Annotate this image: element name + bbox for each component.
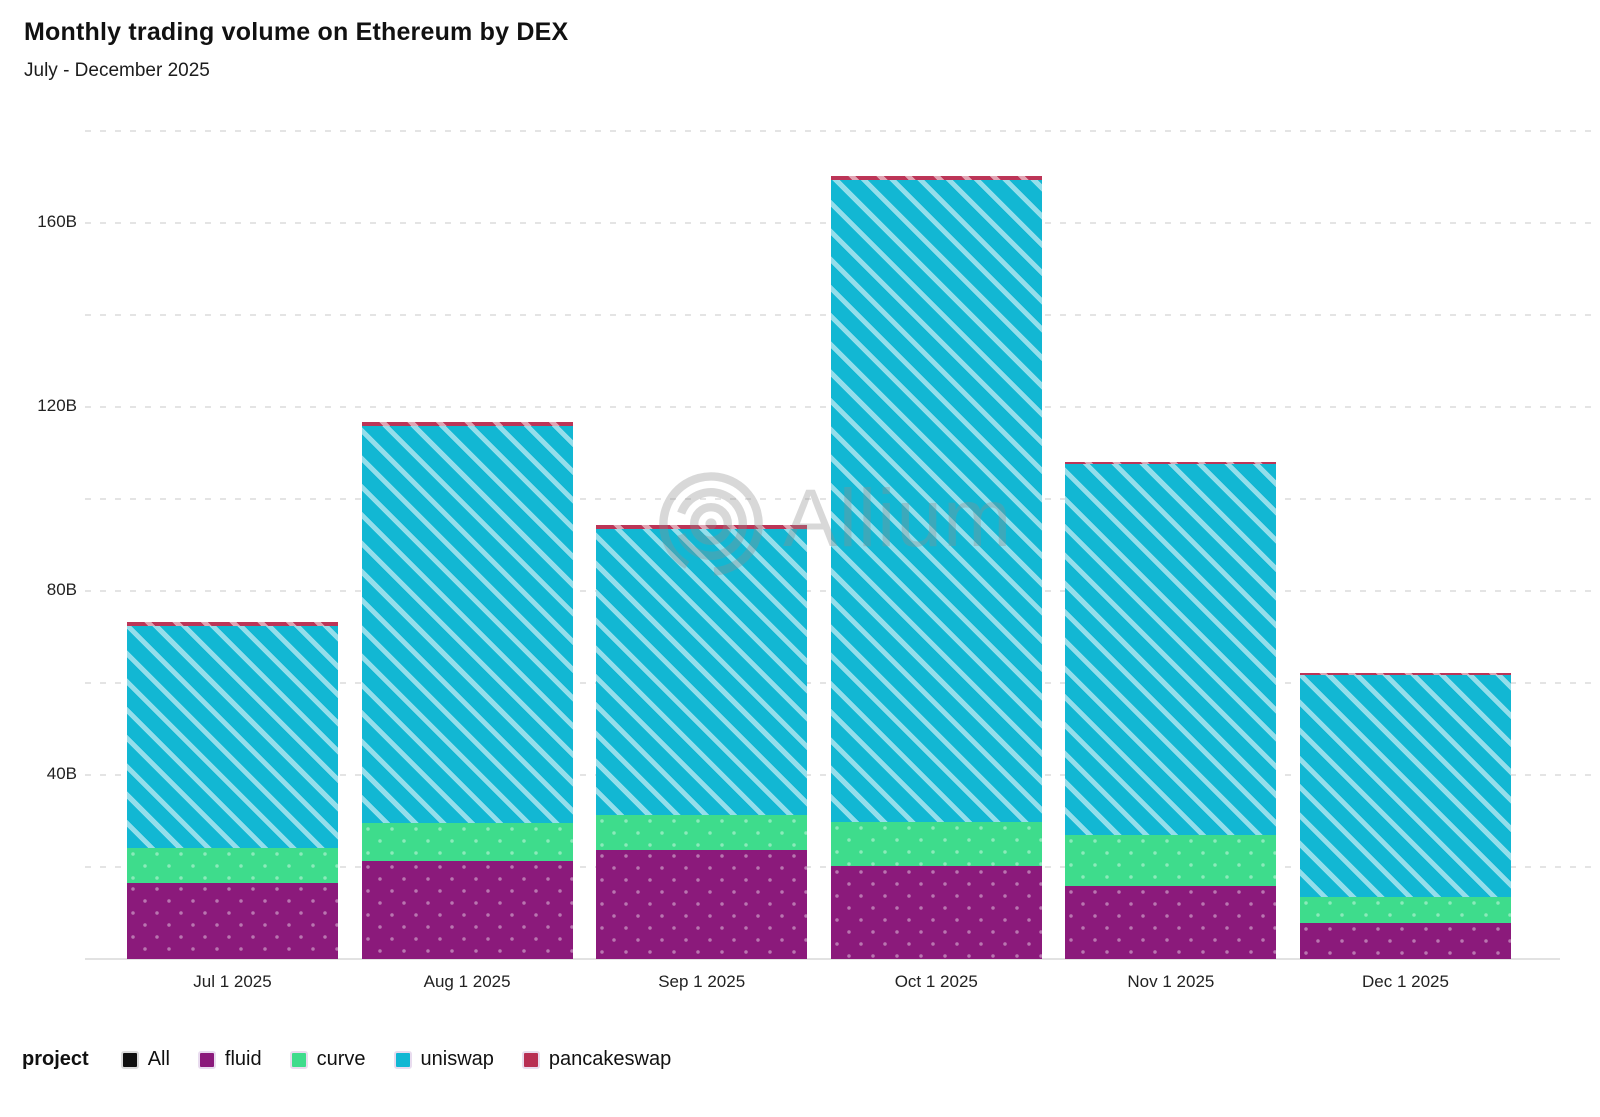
bar-nov-1-2025[interactable] — [1065, 461, 1277, 959]
bar-jul-1-2025[interactable] — [127, 621, 338, 959]
x-axis-line — [85, 958, 1560, 960]
bar-sep-1-2025[interactable] — [596, 525, 808, 959]
legend-item-fluid[interactable]: fluid — [197, 1048, 262, 1071]
bar-segment-fluid[interactable] — [596, 850, 808, 959]
bar-segment-fluid[interactable] — [1065, 886, 1277, 959]
legend-swatch-fluid — [197, 1050, 216, 1069]
bar-segment-pancakeswap[interactable] — [1065, 461, 1277, 464]
y-axis-label: 40B — [46, 764, 77, 783]
x-axis-label: Nov 1 2025 — [1127, 972, 1215, 991]
bar-segment-curve[interactable] — [830, 822, 1042, 867]
legend-swatch-all — [120, 1050, 139, 1069]
legend-swatch-curve — [289, 1050, 308, 1069]
bar-segment-fluid[interactable] — [127, 883, 338, 959]
legend-item-pancakeswap[interactable]: pancakeswap — [521, 1048, 672, 1071]
legend-item-all[interactable]: All — [120, 1048, 170, 1071]
legend-label: fluid — [224, 1048, 262, 1070]
y-axis-label: 160B — [37, 212, 77, 231]
bar-oct-1-2025[interactable] — [830, 176, 1042, 959]
bar-segment-uniswap[interactable] — [830, 180, 1042, 823]
bar-segment-fluid[interactable] — [361, 861, 573, 959]
bar-segment-curve[interactable] — [361, 823, 573, 862]
legend-label: uniswap — [420, 1048, 494, 1070]
legend-label: curve — [316, 1048, 366, 1070]
legend-title: project — [22, 1048, 89, 1070]
x-axis-label: Aug 1 2025 — [423, 972, 511, 991]
bar-segment-uniswap[interactable] — [361, 426, 573, 824]
bar-aug-1-2025[interactable] — [361, 422, 573, 959]
bar-segment-pancakeswap[interactable] — [830, 176, 1042, 181]
bar-segment-pancakeswap[interactable] — [596, 525, 808, 529]
bar-segment-curve[interactable] — [1300, 897, 1511, 924]
x-axis-label: Dec 1 2025 — [1362, 972, 1449, 991]
legend-item-curve[interactable]: curve — [289, 1048, 366, 1071]
bar-dec-1-2025[interactable] — [1300, 673, 1511, 959]
bar-segment-pancakeswap[interactable] — [127, 621, 338, 626]
legend-swatch-uniswap — [393, 1050, 412, 1069]
bar-segment-uniswap[interactable] — [1300, 675, 1511, 898]
bar-segment-fluid[interactable] — [1300, 923, 1511, 959]
legend-item-uniswap[interactable]: uniswap — [393, 1048, 494, 1071]
legend-swatch-pancakeswap — [521, 1050, 540, 1069]
bar-segment-curve[interactable] — [1065, 835, 1277, 887]
x-axis-label: Oct 1 2025 — [894, 972, 978, 991]
legend-label: pancakeswap — [548, 1048, 672, 1070]
x-axis-label: Sep 1 2025 — [658, 972, 746, 991]
plot-area: 40B 80B 120B 160B Jul 1 2025 Aug 1 2025 Sep 1 … — [37, 130, 1600, 991]
bar-segment-fluid[interactable] — [830, 866, 1042, 959]
y-axis-label: 120B — [37, 396, 77, 415]
bar-segment-pancakeswap[interactable] — [1300, 673, 1511, 676]
bar-segment-uniswap[interactable] — [1065, 463, 1277, 836]
y-axis-label: 80B — [46, 580, 77, 599]
x-axis-label: Jul 1 2025 — [193, 972, 272, 991]
legend: project All fluid curve uniswap pancakeswap — [22, 1048, 671, 1071]
chart-title: Monthly trading volume on Ethereum by DE… — [24, 18, 569, 46]
bar-segment-pancakeswap[interactable] — [361, 422, 573, 427]
legend-label: All — [147, 1048, 170, 1070]
bar-segment-uniswap[interactable] — [127, 625, 338, 849]
bar-segment-curve[interactable] — [127, 848, 338, 884]
bar-segment-curve[interactable] — [596, 814, 808, 851]
gridline-180B — [85, 130, 1600, 132]
bar-segment-uniswap[interactable] — [596, 528, 808, 815]
chart-subtitle: July - December 2025 — [24, 60, 210, 81]
